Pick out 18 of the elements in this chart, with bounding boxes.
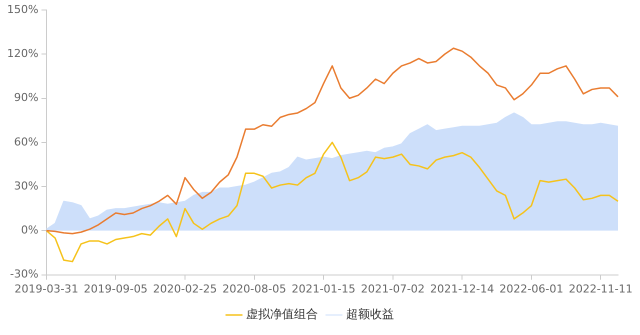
legend-label: 虚拟净值组合	[246, 307, 318, 322]
x-tick-label: 2022-11-11	[568, 282, 633, 296]
y-tick-label: 60%	[14, 135, 38, 148]
x-tick-label: 2021-07-02	[360, 282, 425, 296]
x-tick-label: 2022-06-01	[499, 282, 564, 296]
legend-label: 超额收益	[346, 307, 394, 322]
x-tick-label: 2020-02-25	[153, 282, 217, 296]
x-tick-label: 2020-08-05	[222, 282, 286, 296]
x-tick-label: 2021-01-15	[292, 282, 356, 296]
x-tick-label: 2019-09-05	[84, 282, 148, 296]
y-tick-label: 120%	[6, 46, 38, 60]
y-tick-label: -30%	[10, 268, 38, 281]
x-tick-label: 2019-03-31	[14, 282, 78, 296]
y-tick-label: 30%	[14, 179, 38, 192]
y-tick-label: 150%	[6, 2, 38, 16]
x-tick-label: 2021-12-14	[430, 282, 494, 296]
y-tick-label: 90%	[14, 91, 38, 104]
y-tick-label: 0%	[20, 224, 38, 237]
